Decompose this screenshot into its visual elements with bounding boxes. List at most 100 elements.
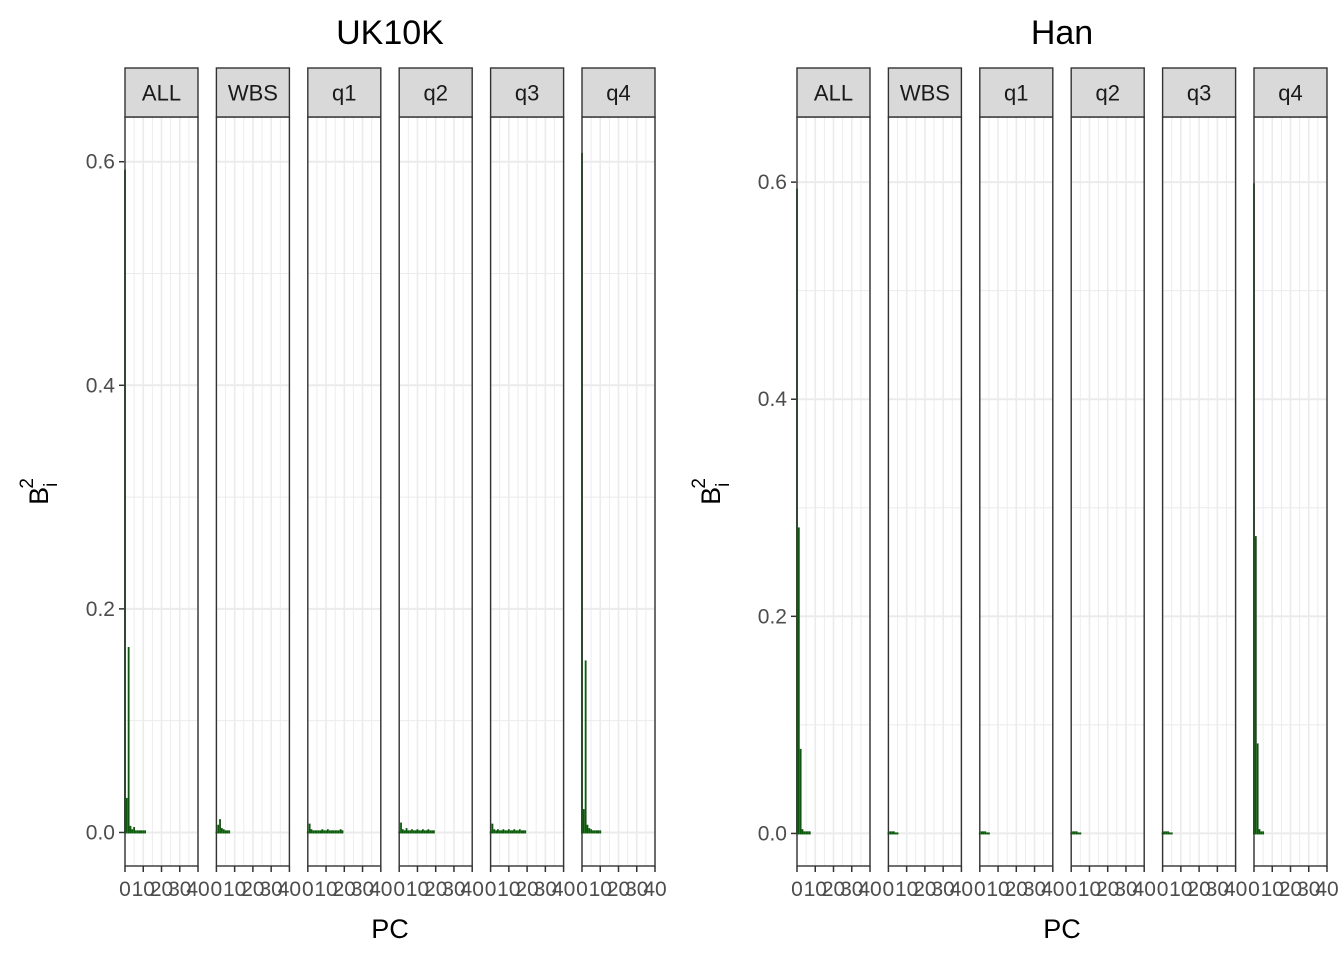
x-tick-label: 30 — [442, 878, 465, 901]
bar — [226, 830, 229, 834]
bar — [330, 830, 333, 834]
bar — [1167, 831, 1169, 835]
bar — [892, 831, 895, 835]
x-tick-label: 0 — [119, 878, 131, 901]
x-tick-label: 0 — [302, 878, 314, 901]
facet-strip — [887, 67, 963, 118]
bar — [595, 830, 598, 834]
x-tick-label: 40 — [643, 878, 666, 901]
bar — [129, 825, 132, 834]
bar — [420, 830, 423, 834]
bar — [1258, 829, 1261, 835]
bar — [799, 748, 802, 835]
bar — [593, 830, 596, 834]
x-tick-label: 30 — [259, 878, 282, 901]
bar — [224, 830, 227, 834]
x-axis-title: PC — [371, 914, 409, 944]
bar — [308, 823, 311, 834]
x-tick-label: 20 — [1187, 878, 1210, 901]
facet-strip-label: ALL — [142, 81, 181, 106]
bar — [336, 830, 338, 834]
x-tick-label: 40 — [552, 878, 575, 901]
bar — [222, 829, 225, 834]
x-tick-label: 0 — [485, 878, 497, 901]
bar — [310, 829, 313, 834]
bar — [341, 830, 344, 834]
bar — [500, 830, 503, 834]
x-tick-label: 20 — [424, 878, 447, 901]
x-tick-label: 10 — [497, 878, 520, 901]
bar — [314, 830, 317, 834]
bar — [138, 830, 141, 834]
facet-strip — [1253, 67, 1328, 118]
bar — [1260, 831, 1263, 835]
x-tick-label: 30 — [1297, 878, 1320, 901]
x-tick-label: 40 — [950, 878, 973, 901]
bar — [142, 830, 145, 834]
x-tick-label: 40 — [1133, 878, 1156, 901]
bar — [332, 830, 335, 834]
bar — [1073, 831, 1076, 835]
x-tick-label: 0 — [576, 878, 588, 901]
bar — [1163, 831, 1166, 835]
bar — [582, 809, 585, 834]
bar — [506, 830, 508, 834]
bar — [316, 830, 318, 834]
bar — [317, 830, 320, 834]
bar — [518, 829, 521, 834]
bar — [1254, 536, 1257, 835]
bar — [405, 828, 408, 834]
bar — [513, 829, 516, 834]
x-tick-label: 10 — [1078, 878, 1101, 901]
x-tick-label: 10 — [895, 878, 918, 901]
facet-strip — [1070, 67, 1145, 118]
bar — [1165, 831, 1168, 835]
x-tick-label: 20 — [822, 878, 845, 901]
x-tick-label: 0 — [883, 878, 895, 901]
bar — [588, 828, 591, 834]
bar — [504, 830, 507, 834]
bar — [144, 830, 146, 834]
y-tick-label: 0.2 — [86, 598, 115, 621]
facet-strip — [307, 67, 382, 118]
x-tick-label: 20 — [515, 878, 538, 901]
bar — [498, 830, 501, 834]
facet-strip — [489, 67, 565, 118]
bar — [1077, 832, 1080, 835]
bar — [808, 831, 811, 835]
facet-strip — [215, 67, 291, 118]
x-tick-label: 20 — [1096, 878, 1119, 901]
bar — [319, 830, 322, 834]
bar — [321, 829, 324, 834]
bar — [805, 831, 808, 835]
y-axis-title: Bi2 — [689, 478, 734, 505]
bar — [988, 832, 990, 835]
y-tick-label: 0.4 — [86, 374, 116, 397]
bar — [1075, 831, 1078, 835]
x-tick-label: 40 — [858, 878, 881, 901]
y-tick-label: 0.4 — [758, 388, 788, 411]
x-tick-label: 30 — [840, 878, 863, 901]
facet-strip-label: q1 — [1004, 81, 1028, 106]
bar — [894, 832, 897, 835]
bar — [431, 830, 433, 834]
bar — [797, 527, 800, 835]
y-tick-label: 0.0 — [86, 821, 115, 844]
bar — [414, 830, 417, 834]
bar — [401, 829, 404, 834]
bar — [131, 829, 134, 834]
x-tick-label: 0 — [211, 878, 223, 901]
bar — [509, 830, 512, 834]
bar — [597, 830, 600, 834]
x-tick-label: 20 — [150, 878, 173, 901]
bar — [136, 830, 139, 834]
